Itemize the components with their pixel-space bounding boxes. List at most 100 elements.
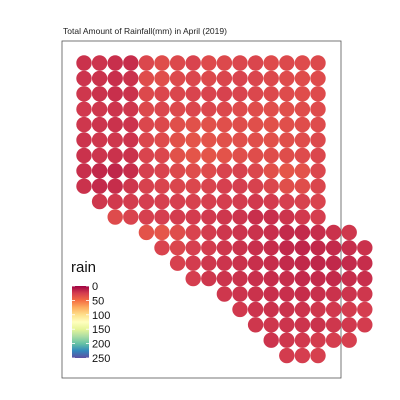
rain-dot (185, 101, 201, 117)
rain-dot (138, 224, 155, 241)
rain-dot (169, 147, 186, 164)
rain-dot (185, 270, 201, 287)
rain-dot (294, 101, 311, 117)
rain-dot (201, 193, 217, 210)
rain-dot (123, 178, 139, 194)
rain-dot (325, 301, 342, 318)
rain-dot (91, 70, 108, 87)
rain-dot (232, 86, 248, 102)
rain-dot (232, 132, 248, 148)
rain-dot (91, 178, 108, 194)
rain-dot (91, 101, 108, 117)
rain-dot (247, 255, 264, 271)
rain-dot (169, 240, 186, 256)
rain-dot (91, 193, 108, 210)
rain-dot (201, 240, 217, 256)
rain-dot (310, 270, 326, 287)
rain-dot (76, 147, 92, 164)
rain-dot (279, 55, 295, 71)
rain-dot (169, 163, 186, 179)
rain-dot (357, 240, 373, 256)
rain-dot (279, 332, 295, 348)
rain-dot (216, 86, 233, 102)
rain-dot (263, 70, 279, 87)
rain-dot (169, 116, 186, 133)
rain-dot (294, 55, 311, 71)
rain-dot (201, 270, 217, 287)
rain-dot (138, 209, 155, 225)
rain-dot (357, 317, 373, 333)
rain-dot (201, 255, 217, 271)
rain-dot (310, 55, 326, 71)
rain-dot (294, 317, 311, 333)
rain-dot (169, 86, 186, 102)
rain-dot (123, 147, 139, 164)
rain-dot (325, 332, 342, 348)
rain-dot (107, 193, 123, 210)
rain-dot (310, 301, 326, 318)
rain-dot (310, 224, 326, 241)
rain-dot (263, 270, 279, 287)
rain-dot (263, 286, 279, 302)
rain-dot (154, 55, 170, 71)
rain-dot (154, 116, 170, 133)
rain-dot (138, 193, 155, 210)
rain-dot (138, 163, 155, 179)
rain-dot (138, 70, 155, 87)
rain-dot (341, 270, 357, 287)
rain-dot (247, 116, 264, 133)
rain-dot (357, 270, 373, 287)
rain-dot (169, 70, 186, 87)
rain-dot (185, 55, 201, 71)
rain-dot (123, 116, 139, 133)
rain-dot (279, 147, 295, 164)
rain-dot (263, 55, 279, 71)
rain-dot (232, 147, 248, 164)
rain-dot (154, 224, 170, 241)
rain-dot (310, 132, 326, 148)
rain-dot (76, 132, 92, 148)
rain-dot (76, 116, 92, 133)
rain-dot (91, 116, 108, 133)
rain-dot (341, 255, 357, 271)
rain-dot (294, 332, 311, 348)
rain-dot (247, 270, 264, 287)
rain-dot (325, 270, 342, 287)
rain-dot (263, 301, 279, 318)
rain-dot (325, 286, 342, 302)
legend-tick-label: 150 (92, 324, 110, 336)
rain-dot (310, 193, 326, 210)
rain-dot (216, 286, 233, 302)
rain-dot (107, 147, 123, 164)
rain-dot (232, 286, 248, 302)
rain-dot (294, 286, 311, 302)
rain-dot (154, 240, 170, 256)
rain-dot (279, 317, 295, 333)
rain-dot (154, 101, 170, 117)
rain-dot (247, 86, 264, 102)
rain-dot (263, 178, 279, 194)
rain-dot (341, 224, 357, 241)
rain-dot (201, 55, 217, 71)
rain-dot (232, 224, 248, 241)
color-legend: rain 0 50 100 150 200 250 (71, 259, 110, 365)
rain-dot (232, 209, 248, 225)
rain-dot (279, 255, 295, 271)
rain-dot (185, 209, 201, 225)
rain-dot (247, 209, 264, 225)
rain-dot (294, 116, 311, 133)
rain-dot (76, 55, 92, 71)
rain-dot (279, 132, 295, 148)
rain-dot (216, 55, 233, 71)
rain-dot (279, 193, 295, 210)
rain-dot (263, 163, 279, 179)
rain-dot (341, 317, 357, 333)
rain-dot (294, 209, 311, 225)
rain-dot (232, 178, 248, 194)
legend-tick-label: 50 (92, 295, 104, 307)
rain-dot (263, 147, 279, 164)
rain-dot (216, 240, 233, 256)
rain-dot (76, 101, 92, 117)
rain-dot (201, 163, 217, 179)
